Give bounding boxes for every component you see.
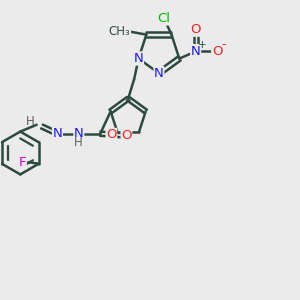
Text: N: N <box>52 127 62 140</box>
Text: N: N <box>134 52 143 65</box>
Text: O: O <box>190 23 201 36</box>
Text: CH₃: CH₃ <box>109 25 130 38</box>
Text: O: O <box>106 128 117 142</box>
Text: N: N <box>191 45 200 58</box>
Text: Cl: Cl <box>157 12 170 25</box>
Text: N: N <box>154 67 164 80</box>
Text: F: F <box>19 156 26 169</box>
Text: -: - <box>221 38 226 51</box>
Text: H: H <box>26 115 35 128</box>
Text: +: + <box>198 40 206 50</box>
Text: O: O <box>212 45 222 58</box>
Text: N: N <box>74 127 84 140</box>
Text: O: O <box>121 129 132 142</box>
Text: H: H <box>74 136 83 148</box>
